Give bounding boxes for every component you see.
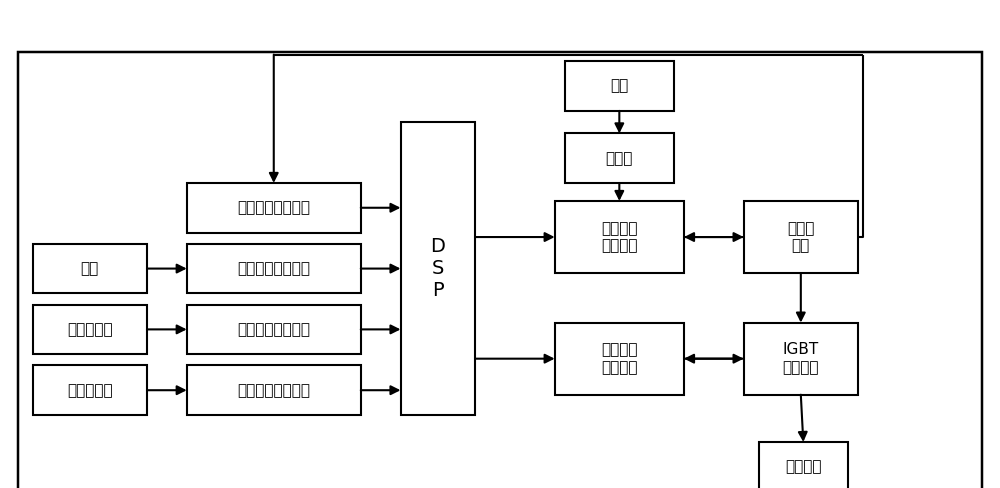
Text: 行程传感器: 行程传感器 [67, 322, 113, 337]
Bar [401, 122, 475, 415]
Bar [187, 366, 361, 415]
Text: 整流桥: 整流桥 [606, 151, 633, 166]
Text: IGBT
整流电路: IGBT 整流电路 [783, 343, 819, 375]
Text: 电容电压检测电路: 电容电压检测电路 [237, 200, 310, 215]
Text: 机构线圈: 机构线圈 [785, 459, 822, 474]
Bar [33, 244, 147, 293]
Text: 电网: 电网 [610, 79, 628, 94]
Bar [33, 305, 147, 354]
Bar [555, 323, 684, 395]
Text: D
S
P: D S P [430, 237, 445, 300]
Bar [565, 61, 674, 111]
Bar [33, 366, 147, 415]
Bar [555, 201, 684, 273]
Text: 触头行程检测电路: 触头行程检测电路 [237, 322, 310, 337]
Text: 电力电子
控制单元: 电力电子 控制单元 [601, 343, 638, 375]
Text: 电容充电
控制单元: 电容充电 控制单元 [601, 221, 638, 253]
Bar [187, 305, 361, 354]
Bar [759, 442, 848, 488]
Text: 电网: 电网 [81, 261, 99, 276]
Text: 线圈电流检测电路: 线圈电流检测电路 [237, 383, 310, 398]
Bar [187, 244, 361, 293]
Bar [18, 52, 982, 488]
Bar [744, 201, 858, 273]
Text: 霍尔传感器: 霍尔传感器 [67, 383, 113, 398]
Bar [565, 133, 674, 183]
Text: 储能电
容器: 储能电 容器 [787, 221, 815, 253]
Text: 电网电压检测电路: 电网电压检测电路 [237, 261, 310, 276]
Bar [187, 183, 361, 233]
Bar [744, 323, 858, 395]
